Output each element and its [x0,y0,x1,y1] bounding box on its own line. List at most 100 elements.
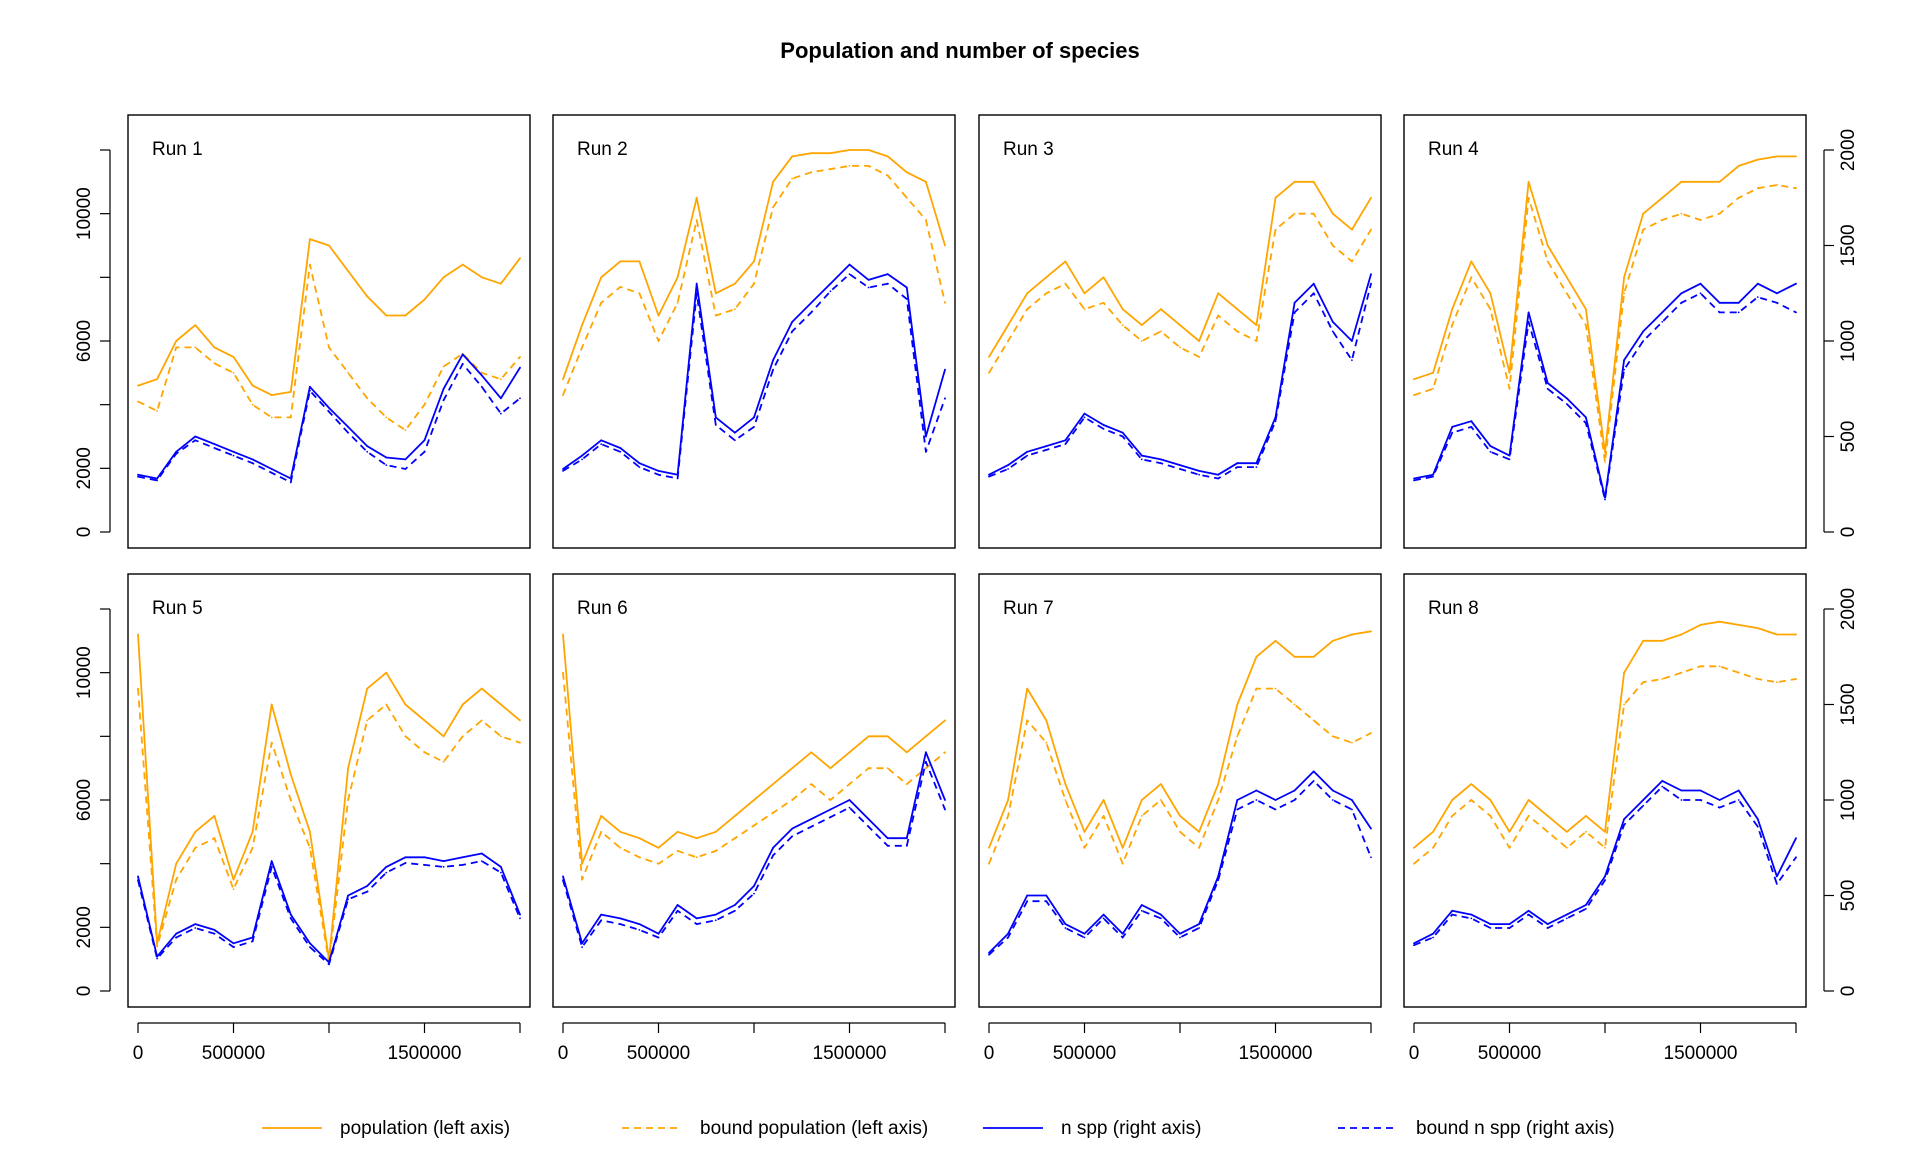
data-point [270,741,273,744]
data-point [1432,932,1434,935]
data-point [480,719,483,722]
data-point [1604,875,1606,878]
data-point [600,913,603,916]
legend-item-4: bound n spp (right axis) [1338,1118,1615,1139]
data-point [1331,330,1334,333]
data-point [175,936,178,939]
data-point [829,282,832,285]
data-point [867,149,870,151]
data-point [289,391,292,393]
data-point [1661,678,1664,680]
data-point [676,477,679,480]
data-point [657,846,660,849]
data-point [1064,260,1067,263]
data-point [1351,633,1353,636]
data-point [1565,292,1568,295]
bound-population-line [562,164,946,396]
data-point [423,403,426,406]
data-point [581,454,583,457]
data-point [1179,464,1181,466]
data-point [944,301,946,304]
right-axis-row-2: 0 500 1000 1500 2000 [1823,588,1859,996]
data-point [1604,879,1606,882]
data-point [385,866,388,868]
data-point [347,431,349,434]
x-axis-col-1: 0 500000 1500000 [133,1022,521,1064]
bound-nspp-line [988,780,1372,956]
data-point [657,340,660,342]
x-tick-label: 500000 [1053,1043,1116,1064]
data-point [886,273,889,275]
data-point [423,719,426,722]
data-point [1179,932,1181,935]
data-point [1699,292,1702,295]
data-point [213,837,216,840]
bound-nspp-line [137,860,521,966]
x-tick-label: 0 [558,1043,569,1064]
data-point [988,953,990,956]
data-point [581,862,583,865]
data-point [1370,732,1372,734]
data-point [1470,913,1473,916]
panel-frame [552,573,956,1008]
data-point [1795,282,1797,285]
data-point [988,475,990,478]
data-point [1274,799,1277,801]
data-point [404,703,407,706]
data-point [944,751,946,754]
data-point [1642,804,1645,807]
data-point [886,844,889,847]
data-point [657,314,660,317]
x-tick-label: 1500000 [1664,1043,1738,1064]
data-point [1565,913,1568,916]
right-axis-row-1: 0 500 1000 1500 2000 [1823,129,1859,537]
data-point [232,450,235,453]
data-point [309,263,311,266]
data-point [1102,815,1105,817]
data-point [194,923,197,925]
data-point [1198,927,1200,929]
data-point [1217,799,1220,801]
data-point [1198,356,1200,358]
left-tick-label: 0 [74,527,95,538]
data-point [1680,633,1683,636]
data-point [905,171,908,174]
data-point [1312,655,1315,658]
data-point [1083,412,1086,415]
data-point [1217,875,1220,878]
data-point [1064,783,1067,785]
data-point [1737,311,1740,314]
data-point [753,824,755,827]
data-point [1680,789,1683,792]
data-point [676,904,679,906]
data-point [1274,196,1277,199]
data-point [1413,378,1415,381]
data-point [442,365,445,368]
data-point [1370,630,1372,633]
data-point [500,735,502,738]
left-tick-label: 2000 [74,906,95,948]
right-tick-label: 500 [1838,880,1859,912]
data-point [905,298,908,300]
data-point [867,735,870,738]
data-point [810,818,813,820]
data-point [1737,624,1740,626]
data-point [270,703,273,706]
data-point [867,825,870,828]
data-point [1331,799,1334,801]
data-point [309,830,311,833]
panel-label: Run 1 [152,139,203,160]
data-point [1331,321,1334,323]
panel-frame [978,114,1382,549]
x-tick-label: 1500000 [388,1043,462,1064]
data-point [232,888,235,890]
data-point [251,830,254,833]
data-point [619,260,622,263]
data-point [1623,359,1625,361]
data-point [1064,927,1067,929]
data-point [791,155,794,158]
data-point [988,862,990,865]
data-point [500,703,502,706]
data-point [734,308,736,311]
data-point [251,462,254,465]
